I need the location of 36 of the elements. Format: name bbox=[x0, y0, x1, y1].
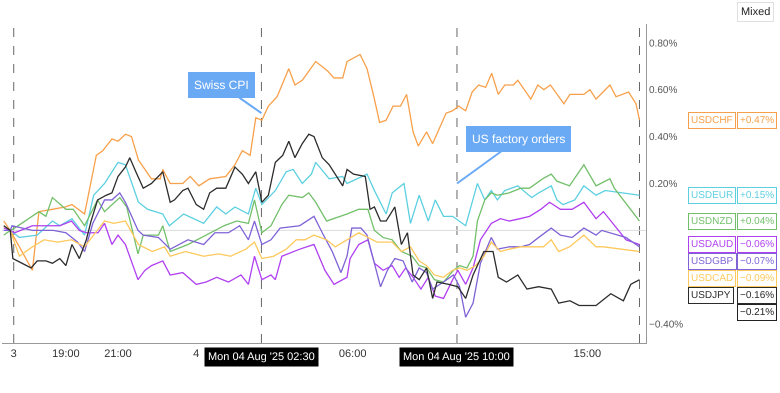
x-tick-label: 06:00 bbox=[338, 348, 366, 360]
x-tick-label: 4 bbox=[193, 348, 200, 360]
text: Mixed bbox=[741, 6, 770, 18]
text: −0.21% bbox=[740, 307, 774, 318]
x-tick-label: 19:00 bbox=[52, 348, 80, 360]
y-tick-label: 0.60% bbox=[649, 85, 678, 96]
text: −0.06% bbox=[740, 239, 774, 250]
line-series bbox=[3, 192, 640, 318]
legend-label: USDGBP bbox=[691, 256, 734, 267]
text: +0.47% bbox=[740, 115, 774, 126]
line-series bbox=[3, 164, 640, 283]
x-tick-label: 3 bbox=[10, 348, 17, 360]
ref-line-label: Mon 04 Aug '25 10:00 bbox=[403, 351, 510, 363]
x-tick-label: 15:00 bbox=[574, 348, 602, 360]
ref-line-label: Mon 04 Aug '25 02:30 bbox=[208, 351, 315, 363]
legend-label: USDAUD bbox=[691, 239, 734, 250]
legend-label: USDNZD bbox=[691, 216, 733, 227]
text: −0.07% bbox=[740, 256, 774, 267]
y-tick-label: 0.40% bbox=[649, 132, 678, 144]
y-tick-label: 0.20% bbox=[649, 179, 678, 190]
text: +0.15% bbox=[740, 190, 774, 201]
legend-label: USDJPY bbox=[691, 290, 731, 301]
line-series bbox=[3, 54, 640, 271]
line-series bbox=[3, 134, 640, 306]
text: +0.04% bbox=[740, 216, 774, 227]
text: −0.16% bbox=[740, 290, 774, 301]
x-tick-label: 21:00 bbox=[104, 348, 132, 360]
y-tick-label: 0.80% bbox=[649, 38, 678, 50]
legend-label: USDCAD bbox=[691, 273, 734, 284]
line-series bbox=[3, 202, 640, 300]
text: −0.09% bbox=[740, 273, 774, 284]
annotation: US factory orders bbox=[472, 132, 566, 146]
legend-label: USDCHF bbox=[691, 115, 733, 126]
y-tick-label: −0.40% bbox=[649, 320, 684, 331]
legend-label: USDEUR bbox=[691, 190, 734, 201]
annotation: Swiss CPI bbox=[194, 78, 249, 92]
